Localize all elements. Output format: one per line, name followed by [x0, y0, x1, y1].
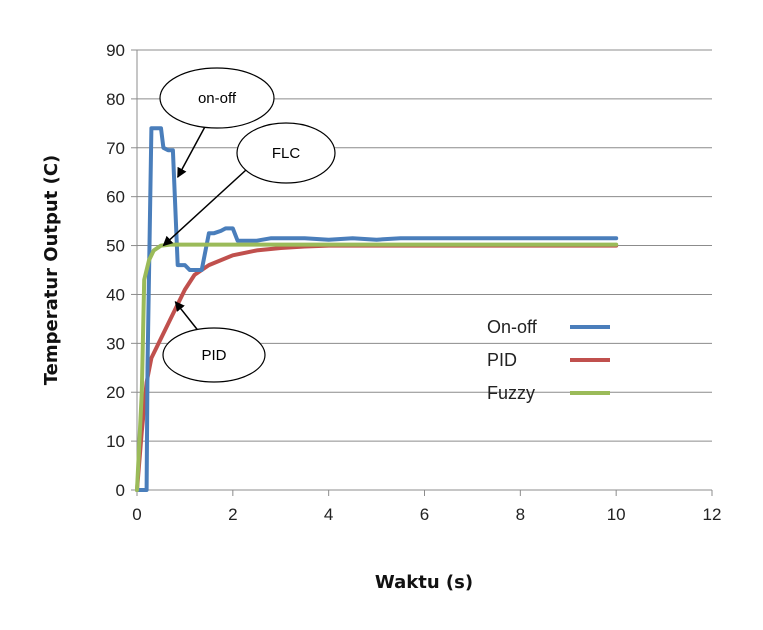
- series-lines: [135, 126, 619, 492]
- annotation-arrows: [162, 122, 247, 334]
- x-tick-label: 12: [703, 505, 722, 524]
- annotation-label-flc: FLC: [272, 145, 301, 162]
- x-axis-title: Waktu (s): [375, 572, 473, 593]
- x-tick-label: 6: [420, 505, 429, 524]
- y-tick-label: 0: [116, 481, 125, 500]
- y-tick-label: 70: [106, 139, 125, 158]
- y-tick-label: 60: [106, 188, 125, 207]
- x-tick-labels: 0 2 4 6 8 10 12: [132, 505, 721, 524]
- annotation-callouts: on-off FLC PID: [159, 67, 336, 383]
- y-tick-label: 10: [106, 432, 125, 451]
- y-tick-label: 80: [106, 90, 125, 109]
- legend-label-pid: PID: [487, 350, 517, 370]
- annotation-arrow-pid: [174, 300, 201, 334]
- y-tick-label: 90: [106, 41, 125, 60]
- x-tick-label: 8: [516, 505, 525, 524]
- y-tick-labels: 0 10 20 30 40 50 60 70 80 90: [106, 41, 125, 500]
- annotation-ellipse-on-off: [159, 67, 275, 129]
- y-tick-label: 40: [106, 285, 125, 304]
- y-tick-label: 50: [106, 237, 125, 256]
- legend-label-on-off: On-off: [487, 317, 538, 337]
- y-axis-title: Temperatur Output (C): [41, 155, 62, 385]
- y-tick-label: 20: [106, 383, 125, 402]
- series-line-on-off: [135, 126, 619, 492]
- annotation-arrow-flc: [162, 169, 247, 247]
- annotation-ellipse-pid: [162, 327, 266, 383]
- x-tick-label: 2: [228, 505, 237, 524]
- annotation-label-pid: PID: [201, 347, 226, 364]
- x-tick-label: 4: [324, 505, 333, 524]
- legend: On-off PID Fuzzy: [487, 317, 610, 403]
- annotation-label-on-off: on-off: [198, 90, 237, 107]
- axes: [136, 50, 713, 496]
- y-tick-label: 30: [106, 334, 125, 353]
- annotation-ellipse-flc: [236, 122, 336, 184]
- annotation-arrow-on-off: [177, 122, 208, 178]
- x-tick-label: 0: [132, 505, 141, 524]
- x-tick-label: 10: [607, 505, 626, 524]
- legend-label-fuzzy: Fuzzy: [487, 383, 535, 403]
